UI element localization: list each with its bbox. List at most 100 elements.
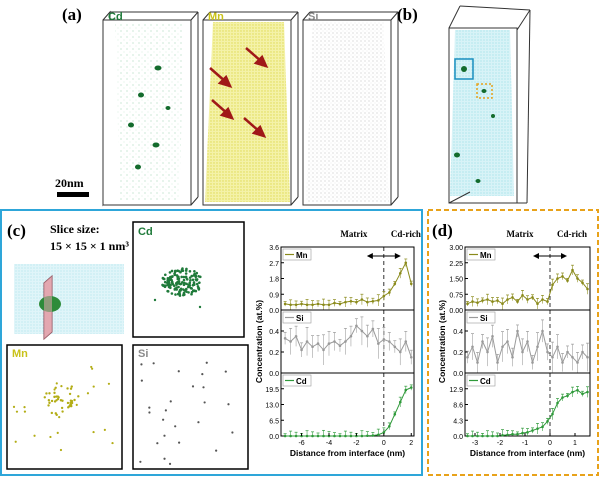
data-point [561,396,564,399]
data-point [294,334,298,338]
slice-map-cd: Cd [132,221,245,338]
apt-box-overview [448,5,531,204]
y-axis-label: Concentration (at.%) [254,300,264,383]
slice-map-si: Si [132,344,249,470]
data-point [322,303,325,307]
data-point [349,334,353,338]
data-point [322,348,325,352]
svg-text:Cd: Cd [480,377,491,386]
data-point [491,334,494,338]
data-point [338,344,342,348]
arrow-head-right [561,253,567,259]
data-point [327,342,331,345]
data-point [409,355,413,359]
y-tick-label: 1.50 [449,277,463,284]
data-point [516,300,519,303]
y-tick-label: 3.00 [449,245,463,252]
legend-mn: Mn [466,248,496,261]
svg-text:Mn: Mn [296,251,308,260]
series-line-si [284,324,412,358]
data-point [556,345,559,349]
cd-rich-label: Cd-rich [391,229,421,239]
data-point [393,412,397,416]
data-point [516,329,519,333]
y-tick-label: 3.6 [269,245,279,252]
data-point [476,361,479,364]
data-point [333,340,336,343]
data-point [491,300,494,303]
data-point [300,302,303,306]
data-point [491,434,494,438]
panel-label-b: (b) [397,5,418,24]
data-point [283,434,287,438]
data-point [506,298,509,301]
data-point [586,287,589,291]
data-point [316,434,320,438]
data-point [294,434,298,438]
data-point [371,434,375,437]
data-point [551,355,554,359]
data-point [371,299,375,303]
data-point [355,324,358,328]
arrow-head-left [533,253,539,259]
legend-cd: Cd [466,374,496,387]
data-point [404,340,408,343]
data-point [404,261,408,265]
data-point [466,302,469,306]
data-point [349,299,353,303]
data-point [566,394,569,398]
data-point [571,268,574,272]
y-tick-label: 0.2 [453,350,463,357]
data-point [486,350,489,354]
data-point [316,342,320,345]
y-tick-label: 0.0 [269,308,279,315]
y-tick-label: 12.9 [449,387,463,394]
data-point [355,300,358,304]
data-point [333,434,336,438]
data-point [366,300,369,304]
data-point [566,279,569,282]
y-tick-label: 0.00 [449,308,463,315]
data-point [481,434,484,438]
data-point [521,350,524,354]
data-point [581,350,584,354]
data-point [546,420,549,423]
data-point [571,355,574,359]
data-point [289,434,292,438]
data-point [300,348,303,352]
svg-text:Cd: Cd [138,226,153,238]
data-point [551,283,554,287]
svg-text:Cd: Cd [296,377,307,386]
data-point [398,350,402,354]
svg-text:20nm: 20nm [55,176,84,190]
data-point [349,434,353,438]
data-point [471,434,474,438]
data-point [486,434,489,438]
data-point [289,303,292,307]
y-tick-label: 8.6 [453,403,463,410]
x-tick-label: 1 [573,440,577,447]
y-tick-label: 2.25 [449,261,463,268]
data-point [481,340,484,343]
data-point [476,301,479,304]
y-tick-label: 1.8 [269,277,279,284]
data-point [393,282,397,286]
slice-map-mn: Mn [6,344,123,470]
panel-c-frame [0,209,423,476]
data-point [531,429,534,432]
y-tick-label: 13.0 [265,403,279,410]
x-tick-label: 0 [382,440,386,447]
x-tick-label: -2 [497,440,503,447]
apt-box-cd: Cd [102,10,199,207]
data-point [561,275,564,278]
arrow-head-left [366,253,373,259]
svg-text:Mn: Mn [12,348,28,360]
data-point [409,282,413,286]
data-point [409,386,413,389]
data-point [476,434,479,438]
data-point [294,303,298,307]
data-point [289,340,292,343]
data-point [581,281,584,285]
data-point [506,340,509,343]
